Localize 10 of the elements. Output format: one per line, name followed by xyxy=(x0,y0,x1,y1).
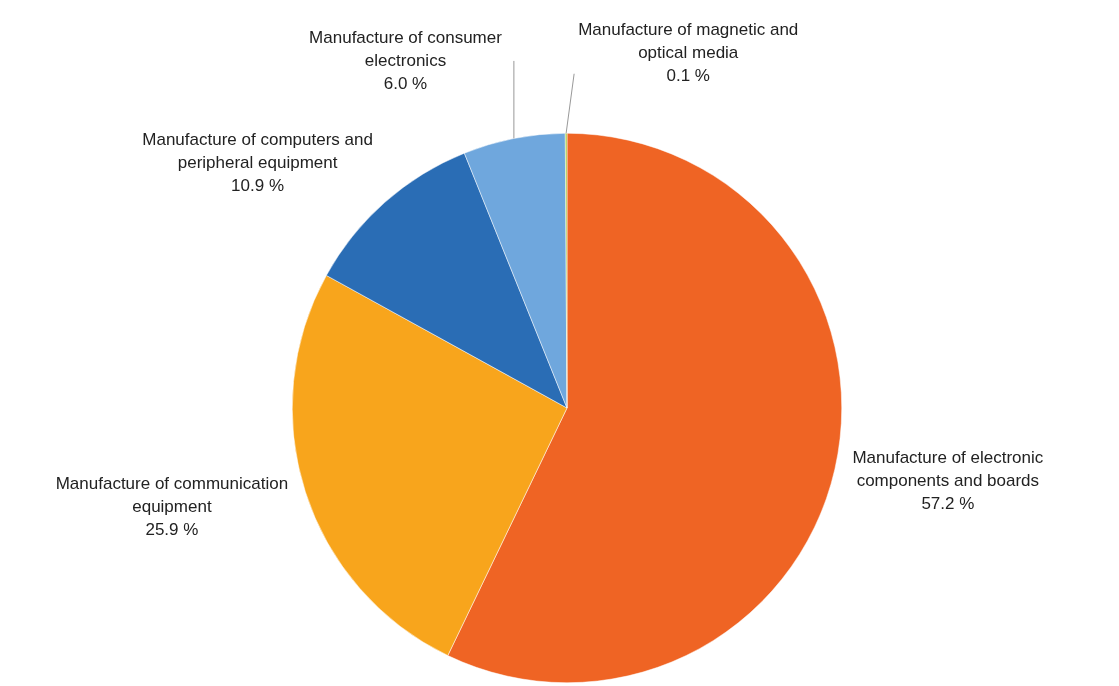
data-label: 6.0 % xyxy=(383,73,428,93)
slice-label: Manufacture of electronic components and boards xyxy=(852,447,1044,490)
data-label: 25.9 % xyxy=(145,520,199,540)
slice-label: Manufacture of magnetic and optical media xyxy=(578,20,799,63)
data-label: 0.1 % xyxy=(666,66,710,86)
slice-label: Manufacture of consumer electronics xyxy=(309,27,503,70)
slice-label: Manufacture of computers and peripheral equipment xyxy=(142,129,373,172)
data-label: 10.9 % xyxy=(231,175,285,195)
slice-label: Manufacture of communication equipment xyxy=(55,474,289,517)
data-label: 57.2 % xyxy=(921,493,975,513)
